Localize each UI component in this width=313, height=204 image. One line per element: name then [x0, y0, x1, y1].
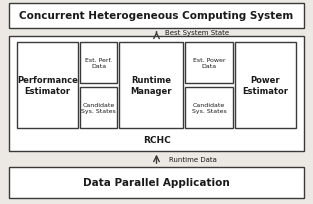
Text: Candidate
Sys. States: Candidate Sys. States: [192, 103, 226, 113]
Text: Concurrent Heterogeneous Computing System: Concurrent Heterogeneous Computing Syste…: [19, 11, 294, 21]
Text: Best System State: Best System State: [165, 30, 229, 36]
Text: Est. Perf.
Data: Est. Perf. Data: [85, 58, 112, 69]
Text: Est. Power
Data: Est. Power Data: [193, 58, 225, 69]
Bar: [9, 37, 304, 151]
Bar: [185, 88, 233, 129]
Text: RCHC: RCHC: [143, 135, 170, 144]
Bar: [9, 167, 304, 198]
Text: Runtime
Manager: Runtime Manager: [130, 76, 172, 95]
Bar: [80, 43, 117, 84]
Text: Data Parallel Application: Data Parallel Application: [83, 178, 230, 187]
Text: Performance
Estimator: Performance Estimator: [17, 76, 78, 95]
Bar: [185, 43, 233, 84]
Bar: [17, 43, 78, 129]
Bar: [80, 88, 117, 129]
Bar: [235, 43, 296, 129]
Text: Power
Estimator: Power Estimator: [242, 76, 288, 95]
Text: Runtime Data: Runtime Data: [169, 156, 216, 162]
Bar: [119, 43, 183, 129]
Text: Candidate
Sys. States: Candidate Sys. States: [81, 103, 116, 113]
Bar: [9, 4, 304, 29]
